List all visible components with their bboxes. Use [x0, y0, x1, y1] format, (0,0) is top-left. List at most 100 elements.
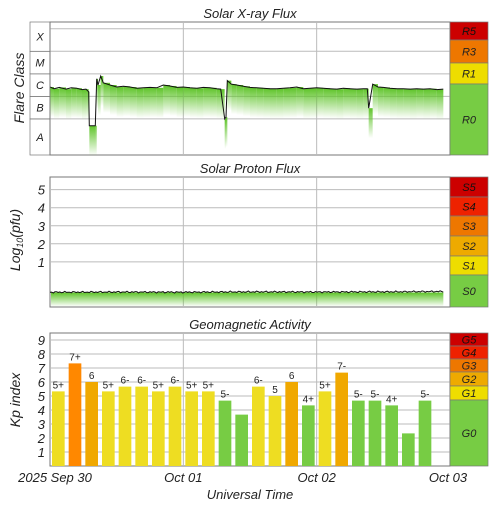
xray-fill-segment: [71, 87, 77, 118]
kp-y-tick: 5: [38, 389, 46, 404]
xray-fill-segment: [156, 87, 164, 118]
kp-y-tick: 8: [38, 347, 46, 362]
xray-fill-segment: [276, 88, 284, 119]
kp-bar: [68, 363, 82, 466]
kp-bar: [152, 391, 165, 466]
xray-fill-segment: [66, 89, 72, 120]
proton-plot-area: [49, 176, 451, 308]
xray-fill-segment: [336, 89, 344, 120]
xray-fill-segment: [416, 88, 424, 119]
kp-bar: [268, 396, 282, 466]
xray-fill-segment: [323, 88, 330, 119]
xray-y-axis-title: Flare Class: [11, 53, 27, 124]
xray-fill-segment: [396, 88, 404, 119]
kp-bar: [318, 391, 332, 466]
xray-flux-line: [49, 74, 444, 127]
xray-fill-segment: [116, 87, 124, 118]
xray-fill-segment: [343, 88, 350, 119]
xray-fill-segment: [390, 88, 397, 119]
proton-gridlines: [50, 177, 450, 307]
kp-bar-label: 4+: [386, 394, 398, 405]
kp-y-tick: 4: [38, 403, 45, 418]
kp-bar-label: 6-: [121, 376, 130, 387]
kp-bar-label: 5+: [319, 380, 331, 391]
xray-fill-segment: [378, 87, 384, 118]
flare-class-box: [29, 21, 51, 52]
kp-bar-label: 4+: [303, 394, 315, 405]
xray-fill-segment: [224, 118, 226, 149]
xray-fill-segment: [110, 85, 117, 116]
kp-bar: [168, 386, 182, 466]
proton-flux-line: [49, 290, 444, 294]
kp-y-axis-title: Kp index: [7, 372, 23, 427]
scale-box-s0: [449, 274, 489, 308]
flare-class-b: B: [36, 103, 43, 115]
scale-label-r1: R1: [462, 69, 476, 81]
xray-fill-segment: [363, 88, 368, 119]
xray-fill-segment: [143, 87, 150, 118]
xray-fill-segment: [136, 88, 144, 119]
xray-fill-segment: [256, 87, 264, 118]
xray-fill-segment: [50, 87, 54, 118]
xray-fill-segment: [356, 89, 364, 120]
xray-fill-segment: [183, 87, 190, 118]
scale-label-s4: S4: [462, 202, 475, 214]
kp-bar-label: 6-: [254, 376, 263, 387]
scale-label-s3: S3: [462, 221, 476, 233]
kp-bar: [285, 382, 298, 466]
xray-fill-segment: [250, 87, 257, 118]
kp-y-tick: 7: [38, 361, 46, 376]
xray-fill-segment: [96, 78, 98, 109]
scale-label-s5: S5: [462, 182, 476, 194]
xray-fill-segment: [98, 85, 101, 116]
xray-fill-segment: [330, 88, 337, 119]
kp-bar-label: 5+: [103, 380, 115, 391]
x-tick: Oct 03: [429, 470, 468, 485]
proton-y-tick: 5: [38, 183, 46, 198]
scale-label-g1: G1: [462, 388, 477, 400]
flare-class-column: A BCM X: [29, 21, 51, 156]
scale-label-s2: S2: [462, 241, 475, 253]
xray-panel-title: Solar X-ray Flux: [203, 6, 297, 21]
scale-label-r3: R3: [462, 47, 477, 59]
kp-bar: [302, 405, 315, 466]
kp-bar: [368, 400, 382, 466]
proton-panel-title: Solar Proton Flux: [200, 161, 301, 176]
xray-fill-segment: [270, 88, 277, 119]
kp-bar: [418, 400, 432, 466]
proton-y-tick: 1: [38, 255, 45, 270]
flare-class-a: A: [35, 132, 43, 144]
xray-fill-segment: [303, 88, 310, 119]
kp-bar: [218, 400, 232, 466]
xray-fill-segment: [82, 89, 86, 120]
kp-bar: [252, 386, 265, 466]
kp-bar: [185, 391, 198, 466]
kp-bar: [52, 391, 65, 466]
xray-fill-segment: [231, 84, 237, 115]
kp-bars: 5+7+65+ 6- 6- 5+ 6- 5+ 5+5-6-564+5+7-5- 5- 4+ 5-: [52, 352, 432, 466]
kp-bar: [85, 382, 98, 466]
kp-y-tick: 6: [38, 375, 46, 390]
scale-label-r0: R0: [462, 115, 477, 127]
flare-class-m: M: [35, 58, 45, 70]
kp-bar-label: 5+: [53, 380, 65, 391]
kp-y-tick: 1: [38, 445, 45, 460]
proton-fill-band: [51, 292, 444, 307]
xray-fill-segment: [150, 87, 157, 118]
scale-label-g5: G5: [462, 335, 478, 347]
xray-fill-segment: [163, 85, 170, 116]
kp-plot-area: [49, 332, 451, 467]
kp-bar: [118, 386, 132, 466]
x-tick: Oct 01: [164, 470, 202, 485]
kp-bar-label: 5-: [221, 390, 230, 401]
kp-y-tick: 2: [37, 431, 46, 446]
xray-fill-segment: [290, 87, 297, 118]
scale-label-s0: S0: [462, 286, 476, 298]
xray-fill-segment: [423, 89, 430, 120]
scale-box-r0: [449, 83, 489, 156]
kp-bar-label: 5: [272, 385, 278, 396]
radiation-storm-scale: S5 S4 S3 S2 S1 S0: [449, 176, 489, 308]
kp-bar: [235, 414, 248, 466]
